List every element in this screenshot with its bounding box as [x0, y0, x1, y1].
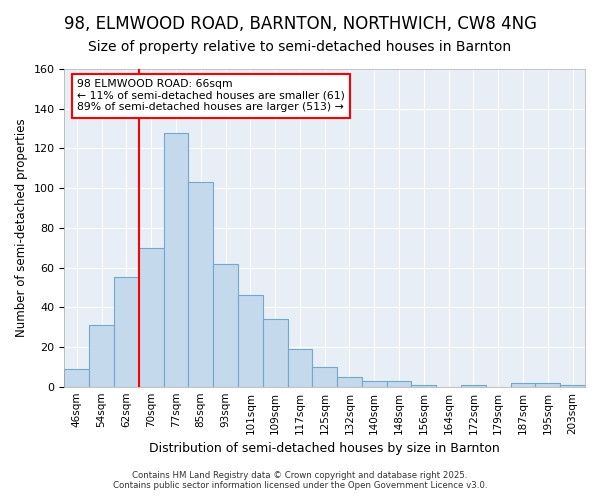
- Bar: [560, 384, 585, 386]
- Bar: [535, 382, 560, 386]
- Bar: [362, 380, 386, 386]
- Text: 98, ELMWOOD ROAD, BARNTON, NORTHWICH, CW8 4NG: 98, ELMWOOD ROAD, BARNTON, NORTHWICH, CW…: [64, 15, 536, 33]
- Bar: [287, 349, 313, 387]
- Bar: [164, 132, 188, 386]
- Bar: [139, 248, 164, 386]
- Bar: [114, 278, 139, 386]
- Text: 98 ELMWOOD ROAD: 66sqm
← 11% of semi-detached houses are smaller (61)
89% of sem: 98 ELMWOOD ROAD: 66sqm ← 11% of semi-det…: [77, 79, 345, 112]
- Bar: [337, 377, 362, 386]
- Y-axis label: Number of semi-detached properties: Number of semi-detached properties: [15, 118, 28, 337]
- Text: Size of property relative to semi-detached houses in Barnton: Size of property relative to semi-detach…: [88, 40, 512, 54]
- Bar: [89, 325, 114, 386]
- Bar: [461, 384, 486, 386]
- Bar: [511, 382, 535, 386]
- X-axis label: Distribution of semi-detached houses by size in Barnton: Distribution of semi-detached houses by …: [149, 442, 500, 455]
- Bar: [263, 319, 287, 386]
- Text: Contains HM Land Registry data © Crown copyright and database right 2025.
Contai: Contains HM Land Registry data © Crown c…: [113, 470, 487, 490]
- Bar: [64, 369, 89, 386]
- Bar: [238, 296, 263, 386]
- Bar: [313, 367, 337, 386]
- Bar: [188, 182, 213, 386]
- Bar: [412, 384, 436, 386]
- Bar: [213, 264, 238, 386]
- Bar: [386, 380, 412, 386]
